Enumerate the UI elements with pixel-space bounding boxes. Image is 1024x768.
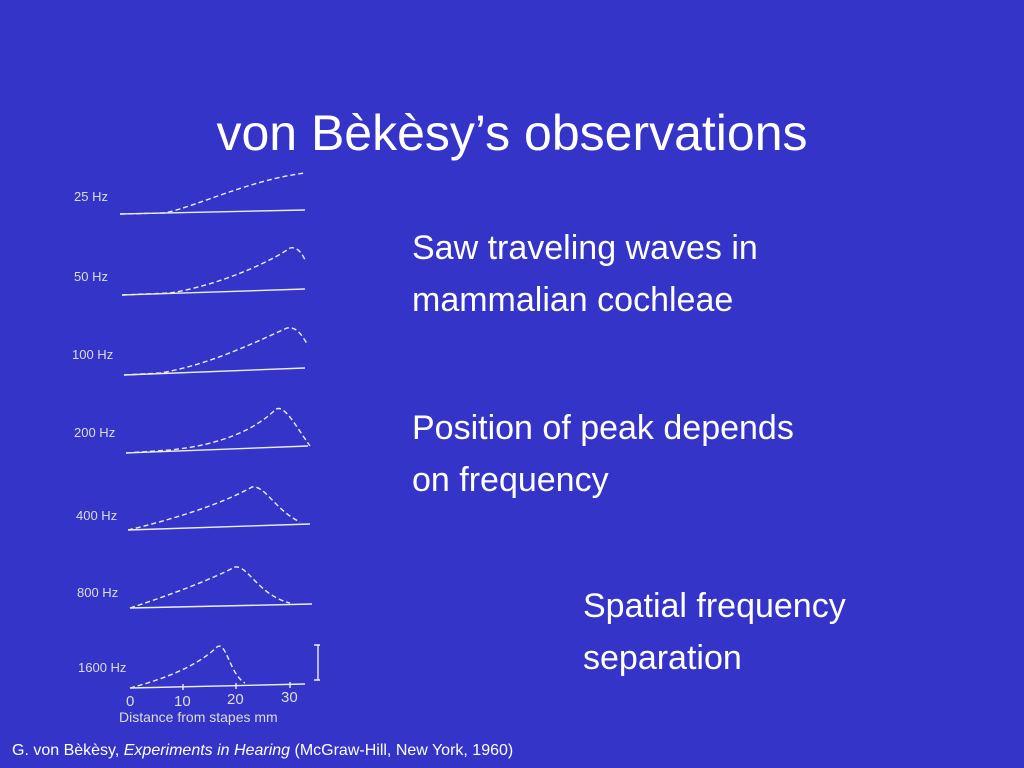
bullet: Spatial frequency separation (583, 580, 846, 684)
bullet-line: Saw traveling waves in (412, 229, 758, 267)
x-axis-label: Distance from stapes mm (119, 709, 278, 725)
bullet-line: on frequency (412, 461, 609, 499)
x-tick-label: 30 (281, 689, 298, 706)
panel-label: 100 Hz (72, 347, 113, 362)
bullet-line: separation (583, 639, 742, 677)
curves (119, 172, 320, 690)
citation-author: G. von Bèkèsy, (12, 742, 124, 759)
citation-book: Experiments in Hearing (123, 742, 291, 759)
bullet-line: Spatial frequency (583, 587, 846, 625)
bullet-line: mammalian cochleae (412, 281, 734, 319)
panel-label: 400 Hz (76, 508, 117, 523)
x-tick-label: 0 (126, 693, 134, 710)
panel-label: 800 Hz (77, 585, 118, 600)
figure: 25 Hz 50 Hz 100 Hz 200 Hz 400 Hz 800 Hz 1600 H… (72, 172, 320, 725)
bullet: Position of peak depends on frequency (412, 402, 794, 506)
bullet-line: Position of peak depends (412, 409, 794, 447)
citation-rest: (McGraw-Hill, New York, 1960) (290, 742, 514, 759)
x-tick-label: 20 (227, 691, 244, 708)
panel-label: 1600 Hz (78, 660, 126, 675)
panel-label: 50 Hz (74, 269, 108, 284)
panel-label: 200 Hz (74, 425, 115, 440)
panel-label: 25 Hz (74, 189, 108, 204)
x-tick-label: 10 (174, 693, 191, 710)
bullet: Saw traveling waves in mammalian cochleae (412, 222, 758, 326)
citation: G. von Bèkèsy, Experiments in Hearing (M… (12, 742, 513, 760)
slide-title: von Bèkèsy’s observations (216, 105, 808, 161)
